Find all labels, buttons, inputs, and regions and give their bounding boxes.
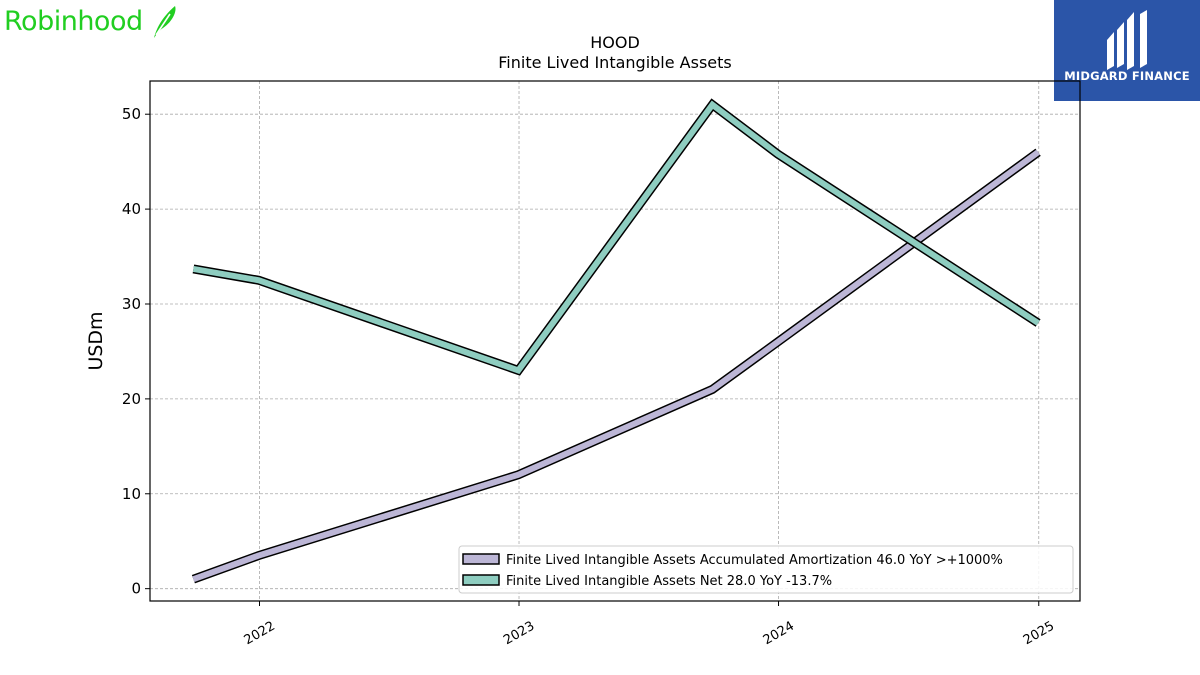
chart-subtitle: Finite Lived Intangible Assets <box>498 53 731 72</box>
midgard-logo-icon <box>1107 10 1147 70</box>
chart-title: HOOD <box>590 33 640 52</box>
y-axis-label: USDm <box>85 311 107 370</box>
x-tick-label: 2022 <box>242 619 278 649</box>
x-tick-label: 2025 <box>1021 619 1057 649</box>
y-tick-label: 40 <box>122 200 141 218</box>
legend-label-0: Finite Lived Intangible Assets Accumulat… <box>506 553 1003 568</box>
y-tick-label: 30 <box>122 295 141 313</box>
y-tick-label: 50 <box>122 105 141 123</box>
legend-box <box>458 545 1074 594</box>
feather-icon <box>153 6 176 38</box>
midgard-finance-logo: MIDGARD FINANCE <box>1054 0 1200 101</box>
series-line-1 <box>192 100 1040 374</box>
legend-swatch-0 <box>462 553 500 565</box>
legend-label-1: Finite Lived Intangible Assets Net 28.0 … <box>506 574 832 589</box>
series-lines <box>191 98 1041 584</box>
midgard-wordmark: MIDGARD FINANCE <box>1064 69 1190 83</box>
x-axis-ticks: 2022 2023 2024 2025 <box>242 601 1057 648</box>
grid-lines <box>150 81 1080 601</box>
plot-frame <box>149 80 1081 602</box>
series-line-0 <box>192 149 1040 583</box>
x-tick-label: 2023 <box>501 619 537 649</box>
y-tick-label: 20 <box>122 390 141 408</box>
legend-swatch-1 <box>462 574 500 586</box>
y-tick-label: 0 <box>131 580 141 598</box>
legend: Finite Lived Intangible Assets Accumulat… <box>458 545 1074 594</box>
series-outline-0 <box>191 148 1041 584</box>
robinhood-logo: Robinhood <box>4 2 179 40</box>
robinhood-wordmark: Robinhood <box>4 5 143 37</box>
x-tick-label: 2024 <box>761 619 797 649</box>
y-axis-ticks: 0 10 20 30 40 50 <box>122 105 150 598</box>
y-tick-label: 10 <box>122 485 141 503</box>
